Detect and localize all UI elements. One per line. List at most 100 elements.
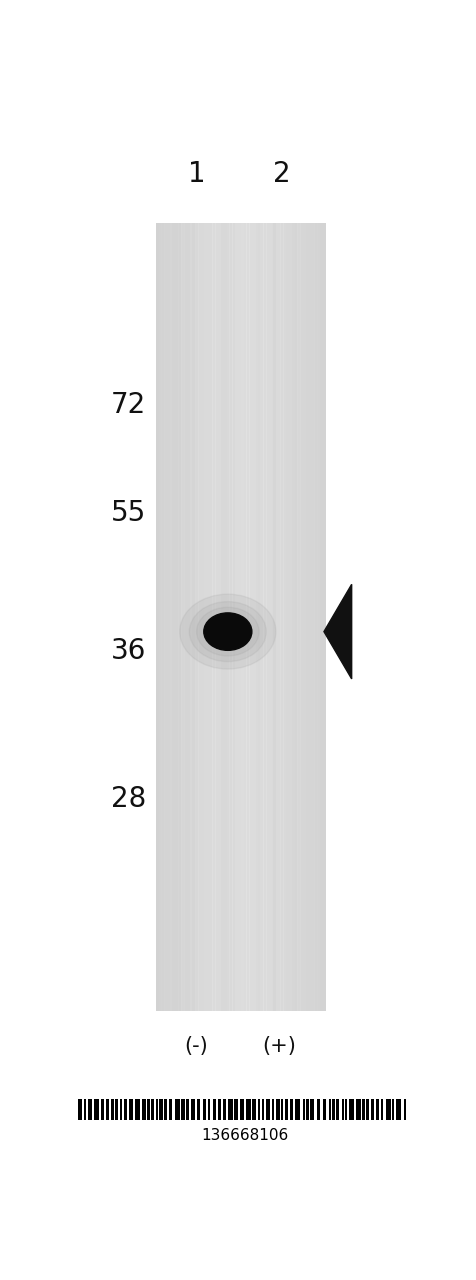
Bar: [181, 223, 184, 1011]
Bar: [317, 1098, 319, 1120]
Bar: [274, 223, 278, 1011]
Bar: [235, 223, 238, 1011]
Bar: [181, 1098, 185, 1120]
Bar: [190, 1098, 195, 1120]
Bar: [261, 1098, 263, 1120]
Bar: [294, 1098, 299, 1120]
Bar: [129, 1098, 132, 1120]
Ellipse shape: [196, 607, 258, 655]
Bar: [151, 1098, 154, 1120]
Bar: [159, 1098, 162, 1120]
Bar: [120, 1098, 122, 1120]
Bar: [206, 223, 209, 1011]
Text: (-): (-): [184, 1036, 208, 1056]
Bar: [174, 1098, 179, 1120]
Bar: [195, 223, 198, 1011]
Bar: [215, 223, 218, 1011]
Bar: [172, 223, 176, 1011]
Bar: [385, 1098, 390, 1120]
Bar: [277, 223, 280, 1011]
Bar: [266, 1098, 269, 1120]
Text: 1: 1: [187, 160, 205, 188]
Bar: [178, 223, 181, 1011]
Bar: [240, 1098, 244, 1120]
Bar: [336, 1098, 339, 1120]
Bar: [175, 223, 178, 1011]
Bar: [260, 223, 263, 1011]
Bar: [246, 223, 249, 1011]
Bar: [375, 1098, 379, 1120]
Bar: [88, 1098, 92, 1120]
Bar: [311, 223, 314, 1011]
Bar: [184, 223, 189, 1011]
Bar: [186, 1098, 188, 1120]
Bar: [201, 223, 204, 1011]
Bar: [297, 223, 300, 1011]
Bar: [167, 223, 170, 1011]
Bar: [189, 223, 193, 1011]
Bar: [283, 223, 286, 1011]
Bar: [271, 223, 275, 1011]
Bar: [196, 1098, 199, 1120]
Bar: [251, 1098, 256, 1120]
Bar: [228, 1098, 232, 1120]
Text: 36: 36: [111, 637, 146, 666]
Bar: [381, 1098, 382, 1120]
Bar: [280, 223, 283, 1011]
Bar: [192, 223, 195, 1011]
Bar: [289, 1098, 293, 1120]
Bar: [78, 1098, 82, 1120]
Text: 72: 72: [111, 390, 146, 419]
Bar: [218, 223, 221, 1011]
Bar: [319, 223, 323, 1011]
Bar: [230, 223, 235, 1011]
Bar: [280, 1098, 282, 1120]
Bar: [209, 223, 212, 1011]
Bar: [218, 1098, 221, 1120]
Bar: [257, 1098, 259, 1120]
Bar: [101, 1098, 104, 1120]
Bar: [172, 223, 180, 1011]
Bar: [135, 1098, 139, 1120]
Bar: [366, 1098, 368, 1120]
Bar: [158, 223, 161, 1011]
Text: 28: 28: [111, 785, 146, 813]
Bar: [106, 1098, 109, 1120]
Bar: [164, 223, 167, 1011]
Bar: [226, 223, 229, 1011]
Bar: [187, 223, 190, 1011]
Bar: [272, 1098, 273, 1120]
Bar: [243, 223, 246, 1011]
Bar: [221, 223, 230, 1011]
Bar: [294, 223, 297, 1011]
Bar: [155, 223, 159, 1011]
Bar: [155, 223, 325, 1011]
Text: 136668106: 136668106: [200, 1129, 288, 1143]
Bar: [263, 223, 266, 1011]
Bar: [266, 223, 269, 1011]
Bar: [123, 1098, 127, 1120]
Bar: [204, 223, 207, 1011]
Bar: [208, 1098, 210, 1120]
Bar: [306, 1098, 308, 1120]
Bar: [252, 223, 255, 1011]
Bar: [370, 1098, 373, 1120]
Bar: [93, 1098, 99, 1120]
Bar: [220, 223, 224, 1011]
Bar: [322, 1098, 326, 1120]
Bar: [344, 1098, 347, 1120]
Bar: [254, 223, 258, 1011]
Text: (+): (+): [262, 1036, 296, 1056]
Bar: [212, 223, 215, 1011]
Ellipse shape: [189, 602, 266, 662]
Bar: [223, 223, 227, 1011]
Bar: [349, 1098, 353, 1120]
Bar: [403, 1098, 406, 1120]
Bar: [308, 223, 311, 1011]
Bar: [291, 223, 294, 1011]
Bar: [302, 1098, 305, 1120]
Bar: [246, 1098, 250, 1120]
Bar: [355, 1098, 360, 1120]
Bar: [317, 223, 320, 1011]
Bar: [232, 223, 235, 1011]
